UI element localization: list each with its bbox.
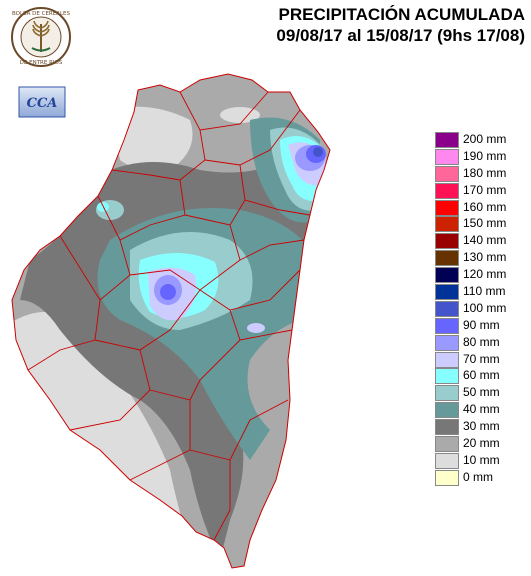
legend-label: 110 mm [463, 284, 506, 299]
legend-label: 180 mm [463, 165, 507, 180]
legend-label: 140 mm [463, 233, 507, 248]
legend-swatch [435, 402, 459, 419]
svg-text:BOLSA DE CEREALES: BOLSA DE CEREALES [12, 11, 71, 17]
legend-swatch [435, 419, 459, 436]
legend-swatch [435, 182, 459, 199]
contour-90mm [160, 284, 176, 300]
legend-swatch [435, 199, 459, 216]
legend-swatch [435, 216, 459, 233]
legend-swatch [435, 317, 459, 334]
legend-label: 30 mm [463, 419, 500, 434]
legend-swatch [435, 233, 459, 250]
legend-swatch [435, 469, 459, 486]
legend-label: 80 mm [463, 334, 500, 349]
bolsa-cereales-seal-logo: BOLSA DE CEREALES DE ENTRE RIOS [11, 7, 71, 67]
legend-label: 50 mm [463, 385, 500, 400]
contour-70mm-east [247, 323, 265, 333]
contour-10mm-north [110, 106, 193, 172]
legend-swatch [435, 351, 459, 368]
svg-text:CCA: CCA [27, 96, 58, 111]
legend-label: 170 mm [463, 182, 507, 197]
legend-swatch [435, 300, 459, 317]
legend-label: 120 mm [463, 267, 507, 282]
legend-label: 90 mm [463, 317, 500, 332]
legend-swatch [435, 132, 459, 148]
legend-swatch [435, 148, 459, 165]
legend-label: 20 mm [463, 436, 500, 451]
svg-text:DE ENTRE RIOS: DE ENTRE RIOS [20, 60, 63, 66]
legend-label: 190 mm [463, 148, 507, 163]
legend-label: 70 mm [463, 351, 500, 366]
legend-label: 130 mm [463, 250, 507, 265]
legend-swatch [435, 250, 459, 267]
legend-label: 160 mm [463, 199, 507, 214]
legend-swatch [435, 165, 459, 182]
legend-label: 0 mm [463, 469, 493, 484]
legend-label: 40 mm [463, 402, 500, 417]
legend-label: 10 mm [463, 452, 500, 467]
legend-swatch [435, 452, 459, 469]
legend-swatch [435, 284, 459, 301]
legend-label: 100 mm [463, 300, 507, 315]
cca-logo: CCA [18, 86, 66, 118]
legend-swatch [435, 334, 459, 351]
rain-contours [12, 74, 330, 568]
contour-100mm-ne [313, 147, 323, 157]
title-line-1: PRECIPITACIÓN ACUMULADA [278, 5, 526, 24]
legend-swatch [435, 385, 459, 402]
province-outline [11, 73, 331, 569]
legend-swatch [435, 436, 459, 453]
legend-swatch [435, 368, 459, 385]
title-line-2: 09/08/17 al 15/08/17 (9hs 17/08) [276, 26, 525, 45]
map-title: PRECIPITACIÓN ACUMULADA 09/08/17 al 15/0… [276, 4, 525, 46]
department-boundaries [27, 91, 311, 541]
legend-swatch [435, 267, 459, 284]
legend-label: 200 mm [463, 132, 507, 146]
legend-label: 150 mm [463, 216, 507, 231]
contour-10mm-spot [220, 107, 260, 123]
legend-label: 60 mm [463, 368, 500, 383]
